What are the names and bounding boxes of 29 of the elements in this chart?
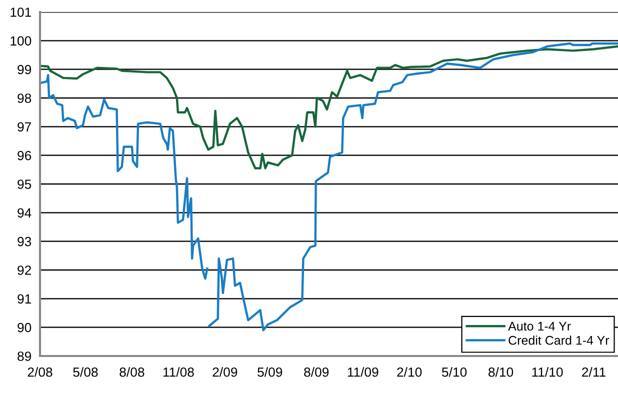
y-tick-label: 94 xyxy=(18,208,32,218)
x-tick-label: 5/10 xyxy=(442,367,467,377)
x-tick-label: 2/08 xyxy=(28,367,52,377)
y-tick-label: 98 xyxy=(18,94,32,103)
x-tick-label: 11/09 xyxy=(348,367,378,377)
x-tick-label: 5/09 xyxy=(258,367,282,377)
x-tick-label: 8/08 xyxy=(120,367,144,377)
y-tick-label: 101 xyxy=(10,8,32,17)
y-tick-label: 97 xyxy=(18,122,32,132)
x-tick-label: 11/08 xyxy=(163,367,194,377)
x-tick-label: 8/09 xyxy=(304,367,329,377)
y-tick-label: 91 xyxy=(18,294,32,304)
y-tick-label: 92 xyxy=(18,266,32,275)
y-tick-label: 99 xyxy=(18,64,32,74)
line-series xyxy=(40,45,618,170)
x-tick-label: 8/10 xyxy=(488,367,514,377)
x-tick-label: 11/10 xyxy=(532,367,563,377)
y-tick-label: 95 xyxy=(18,180,32,189)
x-tick-label: 5/08 xyxy=(73,367,98,377)
y-tick-label: 96 xyxy=(18,150,32,160)
legend-label: Auto 1-4 Yr xyxy=(508,322,571,331)
legend-label: Credit Card 1-4 Yr xyxy=(508,336,610,345)
x-tick-label: 2/09 xyxy=(212,367,238,377)
x-tick-label: 2/11 xyxy=(582,367,606,377)
y-tick-label: 90 xyxy=(18,322,32,332)
y-tick-label: 100 xyxy=(10,36,32,46)
x-tick-label: 2/10 xyxy=(397,367,422,377)
y-tick-label: 93 xyxy=(18,236,32,246)
y-tick-label: 89 xyxy=(18,352,32,361)
